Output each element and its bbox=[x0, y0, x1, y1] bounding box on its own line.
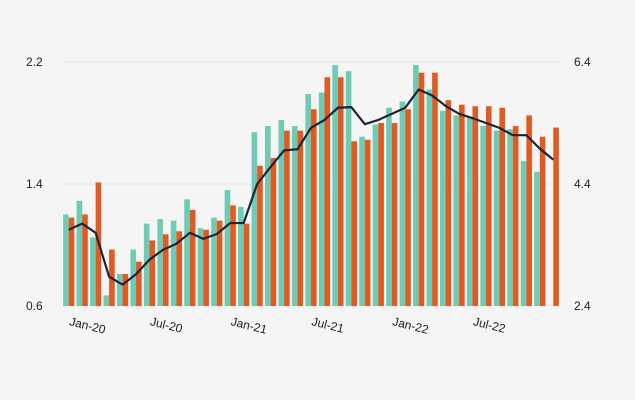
orange-bar bbox=[337, 77, 344, 306]
teal-bar bbox=[372, 124, 379, 306]
orange-bar bbox=[203, 229, 209, 306]
orange-bar bbox=[243, 223, 250, 306]
orange-bar bbox=[405, 109, 411, 306]
orange-bar bbox=[82, 214, 88, 306]
teal-bar bbox=[520, 161, 527, 307]
teal-bar bbox=[439, 110, 446, 306]
x-tick-label: Jul-21 bbox=[310, 314, 345, 336]
teal-bar bbox=[76, 200, 83, 306]
orange-bar bbox=[136, 261, 142, 306]
orange-bar bbox=[418, 72, 425, 307]
orange-bar bbox=[553, 127, 559, 306]
teal-bar bbox=[238, 206, 244, 307]
orange-bar bbox=[257, 165, 263, 306]
teal-bar bbox=[90, 237, 96, 307]
teal-bar bbox=[318, 92, 325, 306]
x-tick-label: Jul-22 bbox=[472, 314, 507, 336]
orange-bar bbox=[432, 72, 438, 307]
orange-bar bbox=[189, 209, 196, 306]
teal-bar bbox=[278, 119, 285, 306]
left-tick-label: 1.4 bbox=[26, 177, 43, 191]
orange-bar bbox=[472, 106, 479, 306]
orange-bar bbox=[499, 107, 506, 306]
orange-bar bbox=[216, 220, 223, 306]
orange-bar bbox=[149, 240, 156, 306]
orange-bar bbox=[512, 126, 519, 306]
orange-bar bbox=[162, 234, 169, 306]
x-axis-tick-labels: Jan-20 Jul-20 Jan-21 Jul-21 Jan-22 Jul-22 bbox=[68, 314, 507, 337]
orange-bar bbox=[230, 205, 236, 306]
teal-bar bbox=[265, 126, 271, 306]
left-tick-label: 0.6 bbox=[26, 299, 43, 313]
teal-bar bbox=[332, 65, 338, 306]
teal-bar bbox=[211, 217, 217, 306]
teal-bar bbox=[116, 273, 123, 306]
teal-bar bbox=[197, 228, 204, 306]
teal-bar bbox=[534, 171, 540, 306]
orange-bar bbox=[176, 231, 183, 306]
orange-bar bbox=[459, 104, 465, 306]
teal-bar bbox=[143, 223, 150, 306]
orange-bar bbox=[324, 77, 331, 306]
teal-bar bbox=[184, 199, 190, 306]
teal-bar bbox=[157, 219, 163, 306]
orange-bar bbox=[378, 123, 384, 306]
orange-bar bbox=[270, 158, 277, 306]
teal-bar bbox=[507, 129, 513, 306]
right-tick-label: 2.4 bbox=[574, 299, 591, 313]
orange-bar bbox=[297, 130, 304, 306]
teal-bar bbox=[224, 190, 231, 306]
orange-bar bbox=[539, 136, 546, 306]
teal-bar bbox=[359, 136, 365, 306]
teal-bar bbox=[480, 126, 486, 306]
teal-bar bbox=[466, 116, 473, 307]
left-axis-tick-labels: 0.6 1.4 2.2 bbox=[26, 55, 43, 313]
orange-bar bbox=[445, 100, 452, 307]
orange-bar bbox=[351, 141, 357, 306]
teal-bar bbox=[493, 130, 500, 306]
teal-bar bbox=[386, 107, 392, 306]
teal-bar bbox=[345, 71, 352, 307]
orange-bar bbox=[311, 109, 317, 306]
teal-bar bbox=[413, 65, 419, 306]
left-tick-label: 2.2 bbox=[26, 55, 43, 69]
right-axis-tick-labels: 2.4 4.4 6.4 bbox=[574, 55, 591, 313]
teal-bar bbox=[251, 132, 258, 306]
teal-bar bbox=[305, 94, 311, 306]
right-tick-label: 4.4 bbox=[574, 177, 591, 191]
x-tick-label: Jul-20 bbox=[149, 314, 184, 336]
orange-bar bbox=[526, 115, 532, 307]
x-tick-label: Jan-22 bbox=[391, 314, 430, 337]
orange-bar bbox=[485, 106, 492, 306]
teal-bar bbox=[291, 126, 298, 306]
line-path bbox=[68, 88, 554, 286]
x-tick-label: Jan-21 bbox=[230, 314, 269, 337]
bar-series bbox=[63, 65, 559, 307]
teal-bar bbox=[170, 220, 177, 306]
orange-bar bbox=[68, 217, 75, 306]
x-tick-label: Jan-20 bbox=[68, 314, 107, 337]
teal-bar bbox=[103, 295, 110, 306]
teal-bar bbox=[399, 101, 406, 307]
line-series bbox=[68, 88, 554, 286]
teal-bar bbox=[426, 89, 433, 306]
orange-bar bbox=[284, 130, 290, 306]
right-tick-label: 6.4 bbox=[574, 55, 591, 69]
orange-bar bbox=[364, 139, 371, 306]
teal-bar bbox=[453, 115, 460, 307]
orange-bar bbox=[391, 123, 398, 306]
teal-bar bbox=[63, 214, 69, 306]
orange-bar bbox=[122, 273, 129, 306]
